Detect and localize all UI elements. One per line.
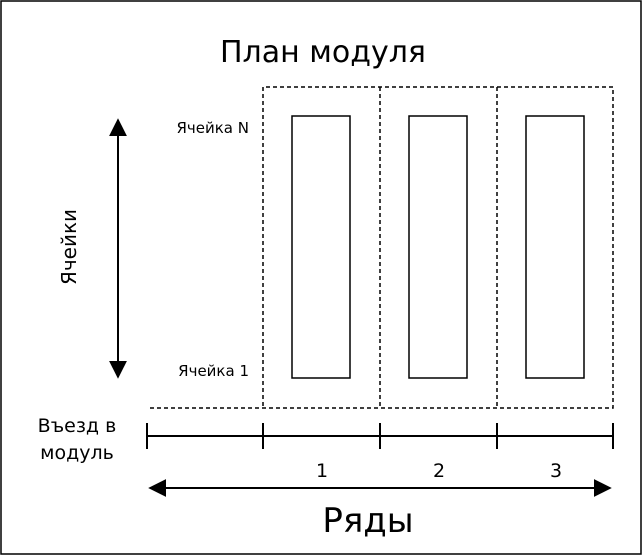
row-number-3: 3	[550, 460, 562, 482]
rack-row-2	[408, 115, 468, 379]
entry-label-line2: модуль	[40, 442, 114, 464]
cell-bottom-label: Ячейка 1	[178, 362, 249, 380]
diagram-title: План модуля	[220, 35, 426, 70]
cell-top-label: Ячейка N	[176, 119, 249, 137]
rack-row-3	[525, 115, 585, 379]
rack-row-1	[291, 115, 351, 379]
cells-axis-label: Ячейки	[57, 209, 81, 285]
rows-axis-label: Ряды	[322, 501, 413, 541]
row-number-1: 1	[316, 460, 328, 482]
entry-label-line1: Въезд в	[38, 415, 117, 437]
row-number-2: 2	[433, 460, 445, 482]
module-dashed-outline	[150, 86, 614, 409]
